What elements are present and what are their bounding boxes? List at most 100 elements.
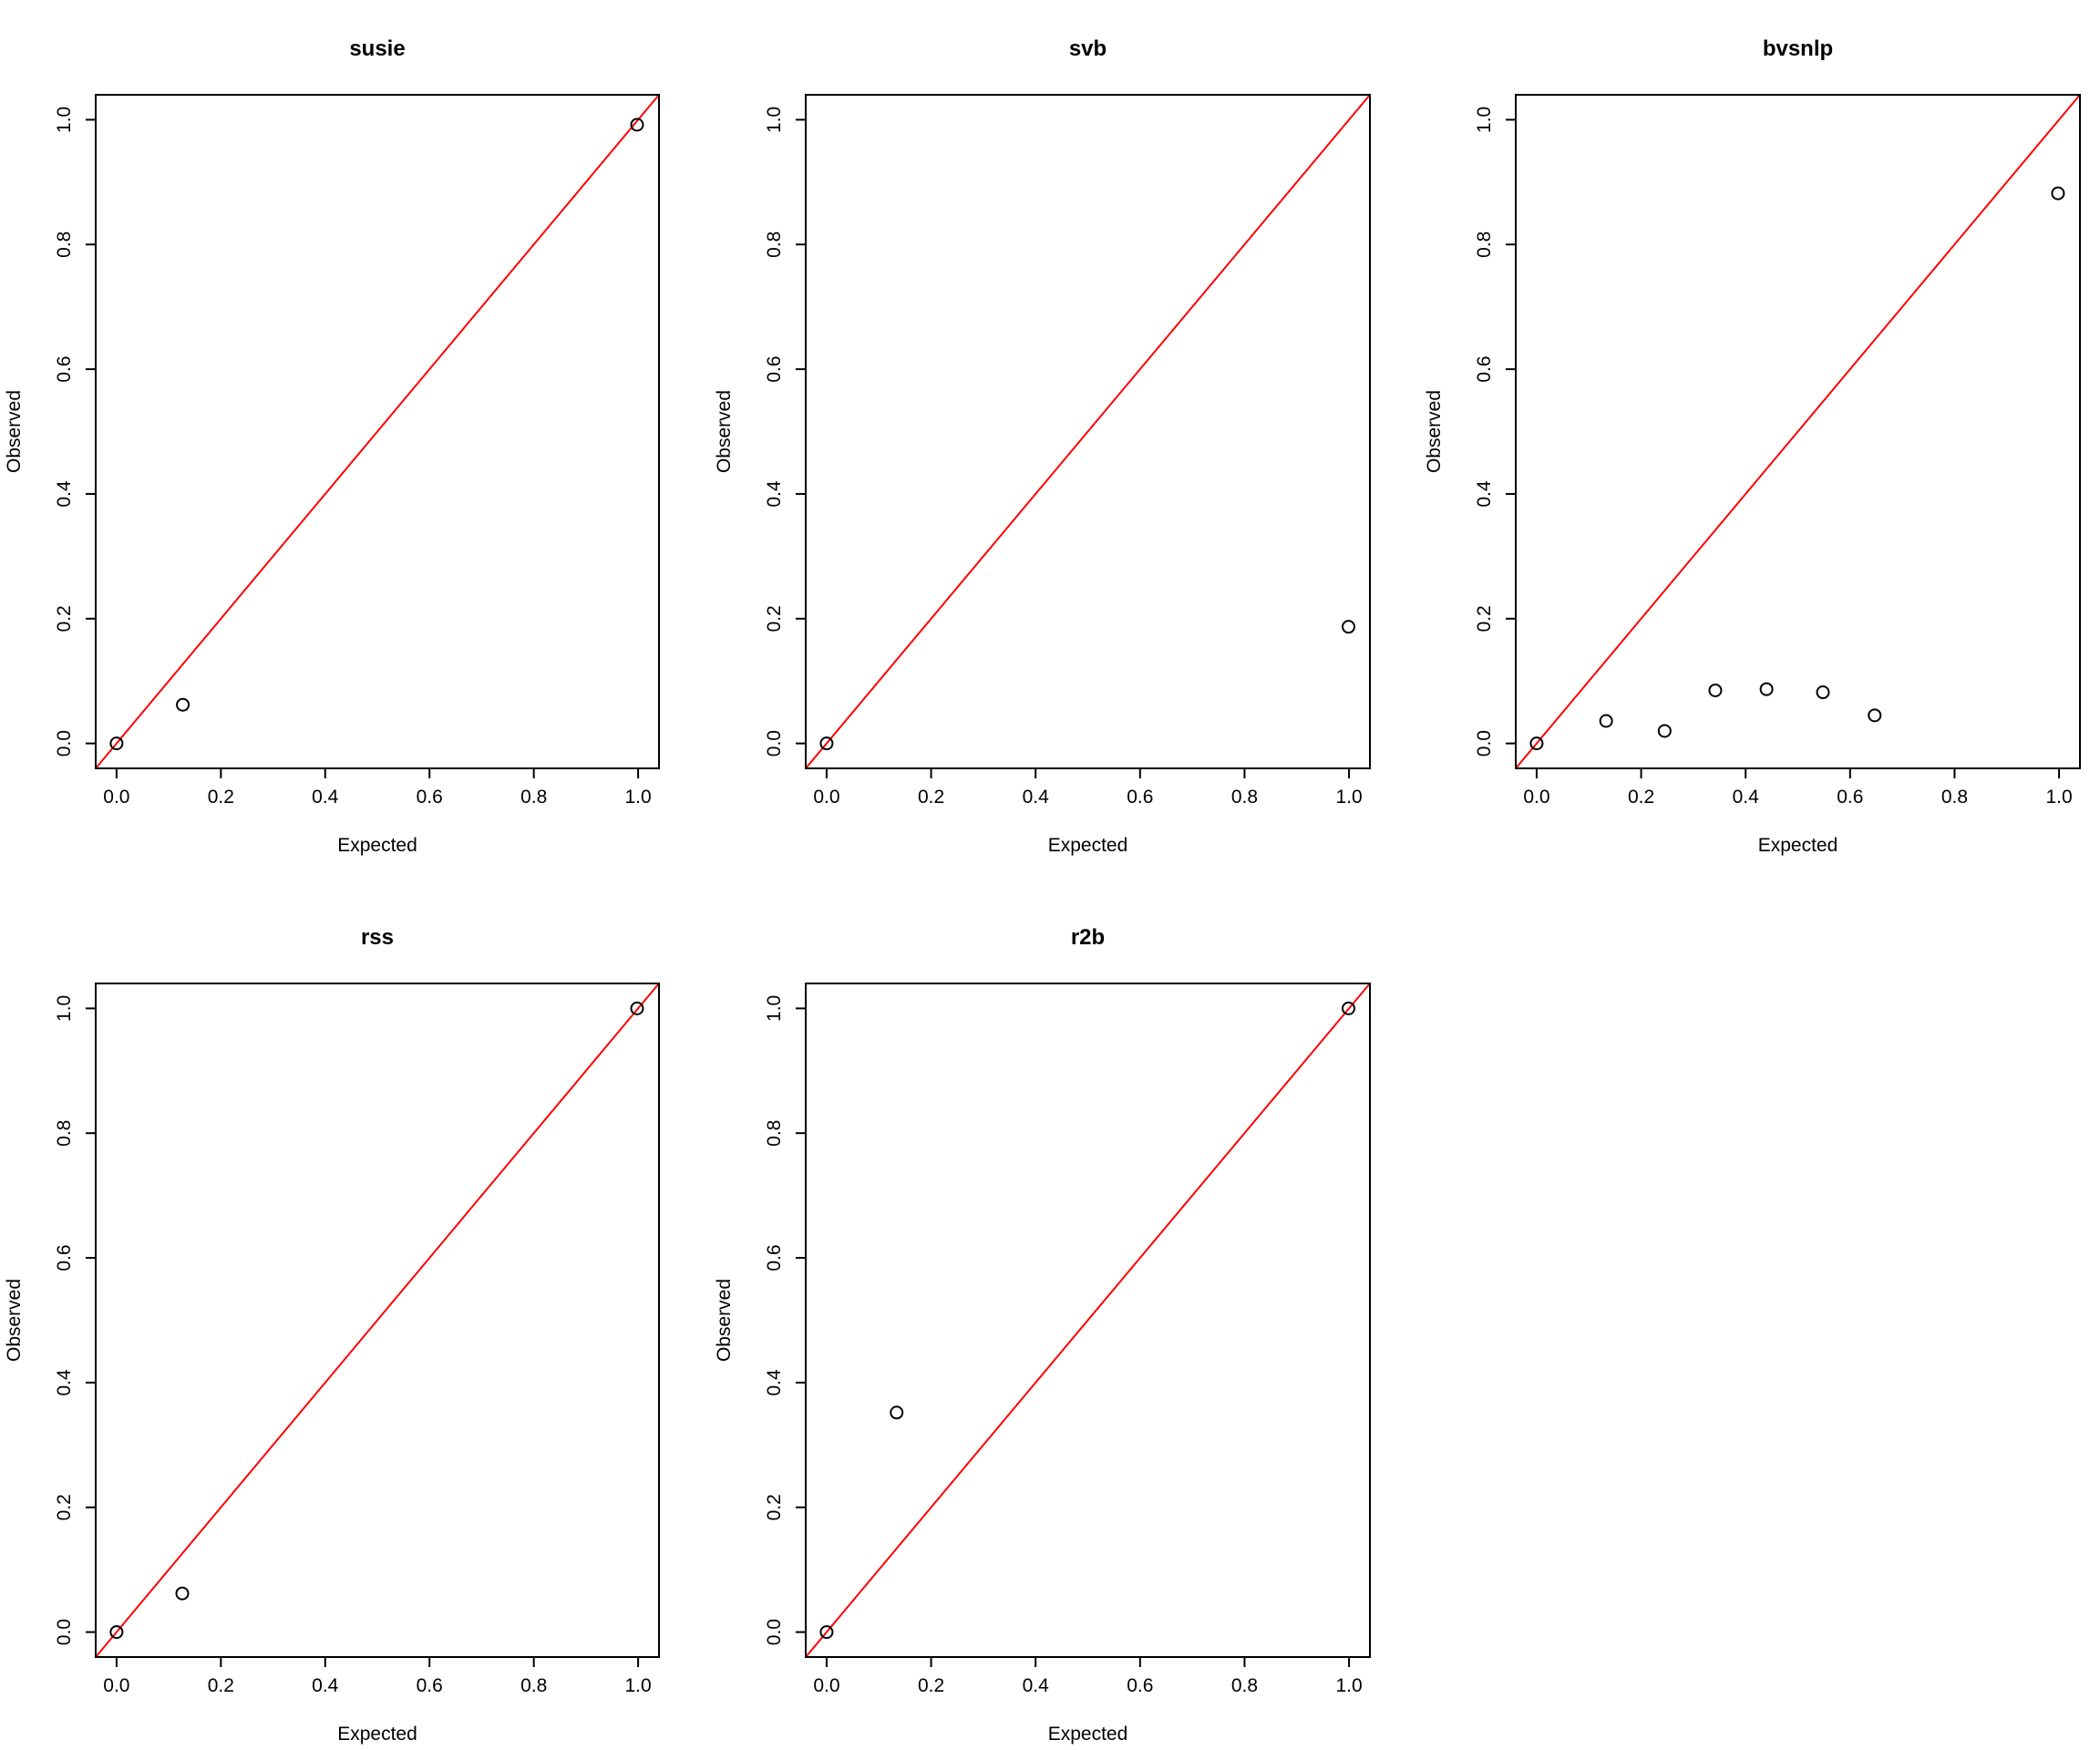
y-tick-label: 0.6 [764, 355, 785, 382]
y-tick-label: 1.0 [54, 995, 75, 1022]
y-tick-label: 0.0 [54, 1619, 75, 1645]
x-tick-label: 0.0 [103, 1675, 129, 1696]
y-tick-label: 0.8 [54, 232, 75, 258]
data-point [630, 1001, 644, 1015]
x-tick-label: 0.6 [1127, 1675, 1153, 1696]
panel-title: svb [1069, 36, 1107, 61]
x-tick-label: 1.0 [2045, 787, 2072, 808]
y-tick-label: 0.8 [54, 1120, 75, 1147]
x-tick-label: 0.2 [1628, 787, 1654, 808]
panel-bvsnlp: bvsnlp 0.0 0.2 0.4 0.6 0.8 1.0 0.0 0.2 0.4 0.6 0.8 1… [1424, 36, 2081, 856]
data-point [1816, 685, 1830, 700]
y-tick-label: 0.4 [1474, 480, 1495, 508]
reference-line [96, 983, 659, 1657]
data-point [1342, 1001, 1356, 1015]
x-axis-label: Expected [1048, 1724, 1128, 1745]
y-tick-label: 0.8 [764, 1120, 785, 1147]
x-tick-label: 0.8 [1941, 787, 1968, 808]
data-point [175, 1586, 190, 1601]
x-axis-label: Expected [1048, 835, 1128, 856]
y-axis-label: Observed [714, 1279, 735, 1362]
x-tick-label: 0.2 [208, 1675, 234, 1696]
y-tick-label: 0.0 [764, 1619, 785, 1645]
plot-frame [805, 94, 1371, 769]
data-point [1342, 620, 1356, 634]
x-tick-label: 0.6 [417, 1675, 443, 1696]
x-tick-label: 1.0 [625, 1675, 652, 1696]
x-axis-label: Expected [337, 1724, 417, 1745]
data-point [1657, 724, 1672, 738]
y-tick-label: 0.2 [1474, 605, 1495, 632]
y-tick-label: 1.0 [764, 107, 785, 133]
data-point [890, 1405, 904, 1420]
data-point [109, 736, 124, 751]
x-tick-label: 0.2 [208, 787, 234, 808]
x-tick-label: 1.0 [1335, 787, 1362, 808]
reference-line [1516, 95, 2080, 768]
x-tick-label: 0.0 [103, 787, 129, 808]
y-tick-label: 0.8 [1474, 232, 1495, 258]
plot-frame [1515, 94, 2081, 769]
y-tick-label: 0.6 [54, 355, 75, 382]
panel-title: r2b [1071, 925, 1105, 950]
y-tick-label: 0.4 [54, 1369, 75, 1396]
y-tick-label: 0.2 [764, 1494, 785, 1520]
y-tick-label: 0.4 [764, 480, 785, 508]
data-point [819, 736, 834, 751]
y-axis-label: Observed [4, 390, 25, 473]
y-tick-label: 0.0 [54, 730, 75, 757]
data-point [176, 697, 190, 712]
x-tick-label: 0.4 [312, 787, 339, 808]
x-tick-label: 0.8 [1231, 787, 1258, 808]
x-tick-label: 0.0 [813, 787, 839, 808]
x-tick-label: 0.4 [1023, 787, 1050, 808]
panel-susie: susie 0.0 0.2 0.4 0.6 0.8 1.0 0.0 0.2 0.4 0.6 0.8 1.… [4, 36, 660, 856]
data-point [109, 1625, 124, 1640]
y-axis-label: Observed [1424, 390, 1445, 473]
x-axis-label: Expected [1758, 835, 1838, 856]
panel-r2b: r2b 0.0 0.2 0.4 0.6 0.8 1.0 0.0 0.2 0.4 0.6 0.8 1.0 E… [714, 925, 1371, 1745]
y-tick-label: 0.2 [764, 605, 785, 632]
panel-svb: svb 0.0 0.2 0.4 0.6 0.8 1.0 0.0 0.2 0.4 0.6 0.8 1.0 E… [714, 36, 1371, 856]
panel-title: bvsnlp [1763, 36, 1833, 61]
y-tick-label: 0.4 [54, 480, 75, 508]
y-tick-label: 0.6 [54, 1244, 75, 1271]
y-tick-label: 0.6 [1474, 355, 1495, 382]
reference-line [96, 95, 659, 768]
y-tick-label: 0.2 [54, 1494, 75, 1520]
x-tick-label: 0.6 [1837, 787, 1863, 808]
y-tick-label: 0.2 [54, 605, 75, 632]
reference-line [806, 983, 1370, 1657]
x-tick-label: 0.2 [918, 787, 944, 808]
plot-frame [805, 983, 1371, 1658]
x-tick-label: 0.2 [918, 1675, 944, 1696]
y-tick-label: 0.8 [764, 232, 785, 258]
x-tick-label: 0.4 [1733, 787, 1760, 808]
reference-line [806, 95, 1370, 768]
data-point [1868, 708, 1882, 723]
y-tick-label: 0.6 [764, 1244, 785, 1271]
x-tick-label: 1.0 [625, 787, 652, 808]
x-tick-label: 0.6 [417, 787, 443, 808]
data-point [2051, 186, 2065, 201]
x-tick-label: 0.8 [520, 787, 547, 808]
x-tick-label: 0.4 [312, 1675, 339, 1696]
x-tick-label: 0.4 [1023, 1675, 1050, 1696]
data-point [1599, 714, 1613, 728]
x-tick-label: 0.6 [1127, 787, 1153, 808]
x-tick-label: 0.0 [813, 1675, 839, 1696]
data-point [1759, 682, 1774, 696]
y-tick-label: 0.0 [764, 730, 785, 757]
panel-rss: rss 0.0 0.2 0.4 0.6 0.8 1.0 0.0 0.2 0.4 0.6 0.8 1.0 E… [4, 925, 660, 1745]
panel-title: rss [361, 925, 394, 950]
y-tick-label: 0.0 [1474, 730, 1495, 757]
y-axis-label: Observed [714, 390, 735, 473]
data-point [1529, 736, 1544, 751]
panel-title: susie [349, 36, 405, 61]
plot-frame [95, 94, 660, 769]
plot-frame [95, 983, 660, 1658]
x-tick-label: 0.8 [520, 1675, 547, 1696]
data-point [819, 1625, 834, 1640]
x-axis-label: Expected [337, 835, 417, 856]
